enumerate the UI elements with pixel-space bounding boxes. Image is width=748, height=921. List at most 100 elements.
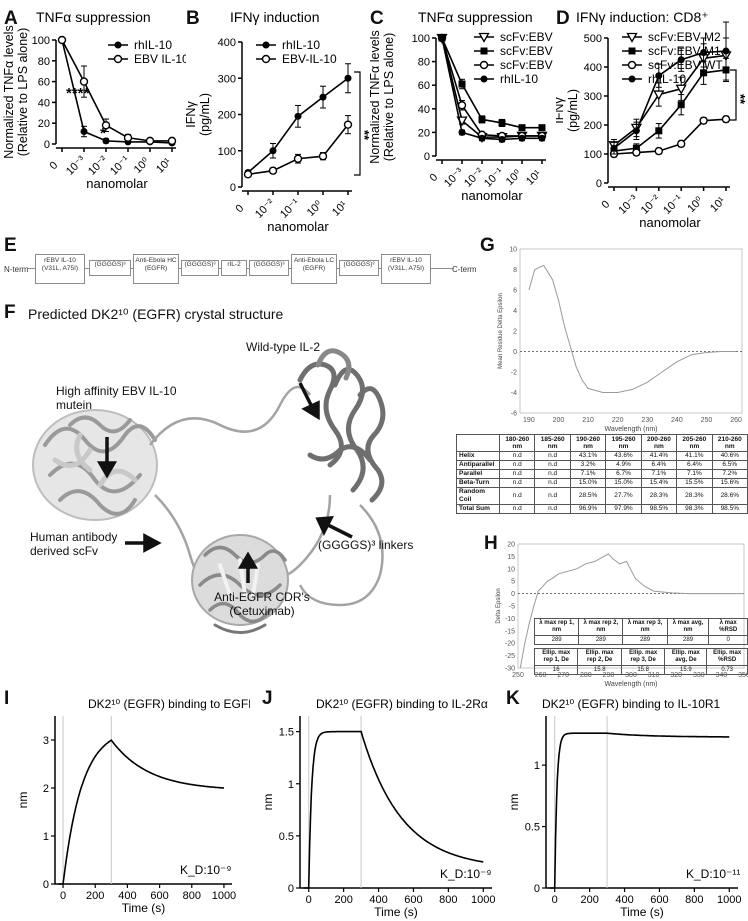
y-tick-label: 2 xyxy=(43,783,49,795)
y-tick-label: 0 xyxy=(596,178,602,190)
il2-ribbon xyxy=(297,348,386,503)
table-cell: n.d xyxy=(534,451,571,461)
data-point xyxy=(478,32,490,43)
table-cell: n.d xyxy=(499,460,536,470)
x-tick-label: 10⁻² xyxy=(86,154,110,178)
table-cell: 98.3% xyxy=(676,504,713,514)
sensorgram-line xyxy=(303,730,484,889)
chart-j-il2ra-binding: DK2¹⁰ (EGFR) binding to IL-2Rα 0 0.5 1 1.5 0 2… xyxy=(261,697,496,919)
y-tick-label: 40 xyxy=(418,104,430,116)
table-cell: 15.6% xyxy=(711,478,748,488)
y-tick-label: -6 xyxy=(511,411,517,418)
x-tick-label: 320 xyxy=(670,672,682,679)
x-tick-label: 600 xyxy=(650,894,668,906)
x-axis-label: nanomolar xyxy=(639,215,701,230)
sensorgram-line xyxy=(58,739,225,885)
table-cell: 15.0% xyxy=(569,478,607,488)
y-tick-label: -4 xyxy=(511,390,517,397)
panel-label-j: J xyxy=(262,688,273,709)
structure-title: Predicted DK2¹⁰ (EGFR) crystal structure xyxy=(28,306,284,322)
data-point xyxy=(654,146,664,156)
data-point xyxy=(722,47,730,55)
legend-label: scFv:EBV M2 xyxy=(500,30,556,44)
ellipticity-table: Ellip. max rep 1, De Ellip. max rep 2, De… xyxy=(533,648,748,675)
x-tick-label: 800 xyxy=(685,894,703,906)
table-cell: n.d xyxy=(534,504,571,514)
data-point xyxy=(653,90,665,101)
y-tick-label: 200 xyxy=(218,110,236,122)
kd-label: K_D:10⁻⁹ xyxy=(440,867,492,881)
panel-label-e: E xyxy=(4,235,17,256)
construct-diagram: N-term C-term rEBV IL-10 (V31L, A75I) (G… xyxy=(0,250,480,288)
table-cell: 28.3% xyxy=(640,487,678,505)
data-point xyxy=(655,72,663,80)
y-tick-label: 20 xyxy=(38,118,50,130)
legend-label: scFv:EBV M2 xyxy=(648,30,721,44)
table-cell: 15.0% xyxy=(605,478,642,488)
data-point xyxy=(518,124,526,132)
panel-label-b: B xyxy=(186,8,200,29)
y-tick-label: -10 xyxy=(505,616,515,623)
y-axis-label: IFNγ(pg/mL) xyxy=(186,93,212,136)
data-point xyxy=(80,128,88,136)
table-cell: 28.3% xyxy=(676,487,713,505)
x-tick-label: 0 xyxy=(599,198,612,211)
data-point xyxy=(458,80,466,88)
c-term-label: C-term xyxy=(452,265,477,274)
data-point xyxy=(478,134,486,142)
x-axis-label: Wavelength (nm) xyxy=(604,681,657,688)
chart-title: TNFα suppression xyxy=(418,9,533,25)
table-cell: Helix xyxy=(455,451,501,461)
table-header: 210-260 nm xyxy=(711,434,748,452)
x-tick-label: 10⁻³ xyxy=(442,166,466,190)
data-point xyxy=(518,134,526,142)
table-header: Ellip. max rep 3, De xyxy=(620,648,666,666)
table-row: Beta-Turn n.d n.d 15.0% 15.0% 15.4% 15.5% 15.6% xyxy=(455,478,748,488)
table-cell: 41.4% xyxy=(640,451,678,461)
data-point xyxy=(627,60,637,70)
y-tick-label: 20 xyxy=(418,127,430,139)
y-tick-label: 2 xyxy=(513,329,517,336)
table-cell: 98.5% xyxy=(640,504,678,514)
table-cell: n.d xyxy=(499,478,536,488)
data-point xyxy=(632,144,640,152)
chart-k-il10r1-binding: DK2¹⁰ (EGFR) binding to IL-10R1 0 0.5 1 0 200… xyxy=(507,697,742,919)
sensorgram-line xyxy=(549,732,730,889)
table-header: 185-260 nm xyxy=(534,434,571,452)
x-axis-label: Time (s) xyxy=(374,905,418,919)
annotation-arrows xyxy=(96,382,353,583)
significance-bracket xyxy=(354,71,361,176)
chart-title: DK2¹⁰ (EGFR) binding to IL-2Rα xyxy=(316,697,488,711)
x-tick-label: 0 xyxy=(427,171,440,184)
table-cell: n.d xyxy=(499,469,536,479)
data-point xyxy=(479,60,489,70)
data-point xyxy=(261,54,271,64)
legend-label: rhIL-10 xyxy=(648,72,686,86)
y-tick-label: 0 xyxy=(511,591,515,598)
x-tick-label: 200 xyxy=(334,894,352,906)
x-tick-label: 220 xyxy=(612,417,624,424)
x-axis-label: nanomolar xyxy=(461,188,523,203)
table-cell: Random Coil xyxy=(455,487,501,505)
panel-label-c: C xyxy=(370,8,384,29)
table-cell: 43.6% xyxy=(605,451,642,461)
data-point xyxy=(102,137,110,145)
x-tick-label: 250 xyxy=(512,672,524,679)
chart-b-ifn-induction: IFNγ induction 0 100 200 300 400 0 10⁻² 10⁻¹ 10⁰ 1… xyxy=(186,9,372,232)
y-tick-label: -25 xyxy=(505,653,515,660)
y-tick-label: 300 xyxy=(584,91,602,103)
table-cell: 7.2% xyxy=(711,469,748,479)
table-header: 205-260 nm xyxy=(676,434,713,452)
table-cell: 98.5% xyxy=(711,504,748,514)
panel-label-d: D xyxy=(556,8,570,29)
construct-box: rIL-2 xyxy=(221,260,247,276)
table-header: λ max rep 1, nm xyxy=(533,618,580,636)
construct-box: (GGGGS)³ xyxy=(249,260,289,276)
table-cell: n.d xyxy=(534,487,571,505)
legend-label: rhIL-10 xyxy=(134,38,172,52)
data-point xyxy=(721,114,731,124)
y-tick-label: 100 xyxy=(584,149,602,161)
data-point xyxy=(677,101,685,109)
table-cell: 28.6% xyxy=(711,487,748,505)
x-tick-label: 280 xyxy=(580,672,592,679)
